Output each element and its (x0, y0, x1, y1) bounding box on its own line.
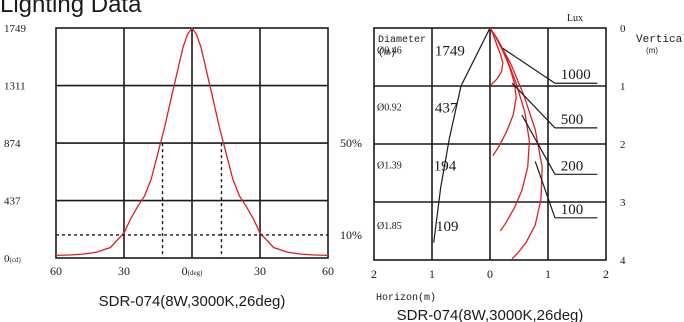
diameter-unit: (m) (378, 47, 396, 59)
left-x-tick-labels: 60 30 0(deg) 30 60 (50, 264, 334, 278)
right-x-tick-label: 1 (429, 267, 435, 281)
isolux-label: 1000 (561, 67, 591, 83)
left-chart-grid (55, 27, 329, 259)
diameter-value: Ø0.46 (377, 45, 402, 56)
diameter-value: Ø1.39 (377, 160, 402, 171)
isolux-label: 500 (561, 112, 584, 128)
diameter-value: Ø1.85 (377, 221, 402, 232)
left-x-tick-label: 30 (254, 264, 266, 278)
isolux-curve (489, 27, 504, 87)
horizon-axis-label: Horizon(m) (376, 292, 436, 304)
left-x-tick-label: 60 (50, 264, 62, 278)
right-x-tick-labels: 2 1 0 1 2 (371, 267, 609, 281)
left-x-tick-label: 30 (118, 264, 130, 278)
isolux-leader-line (534, 161, 556, 218)
isolux-leader-line (502, 47, 556, 84)
right-y-tick-label: 4 (620, 255, 626, 267)
isolux-label: 100 (561, 202, 584, 218)
lux-value: 109 (436, 219, 459, 235)
right-chart-grid (373, 27, 607, 261)
isolux-label: 200 (561, 158, 584, 174)
right-x-tick-label: 2 (371, 267, 377, 281)
left-chart-caption: SDR-074(8W,3000K,26deg) (99, 293, 286, 310)
left-x-tick-label: 60 (322, 264, 334, 278)
cd-unit: (cd) (10, 256, 22, 264)
left-y-tick-labels: 1749 1311 874 437 0(cd) (4, 23, 27, 265)
page-title: Lighting Data (0, 0, 142, 18)
left-y-tick-label: 1311 (4, 81, 26, 93)
right-x-tick-label: 0 (487, 267, 493, 281)
right-chart-caption: SDR-074(8W,3000K,26deg) (397, 307, 584, 322)
lux-value: 437 (435, 100, 458, 116)
lux-value: 1749 (435, 43, 465, 59)
isolux-curve (489, 27, 543, 260)
vertical-unit: (m) (646, 46, 658, 55)
isolux-leader-line (521, 114, 556, 175)
isolux-curve (489, 27, 517, 156)
right-y-tick-label: 2 (620, 139, 626, 151)
left-y-tick-label: 874 (4, 138, 21, 150)
beam-edge-line (433, 27, 491, 243)
left-chart-marks: 50% 10% (55, 26, 362, 258)
deg-unit: (deg) (188, 269, 203, 277)
lux-unit-label: Lux (567, 13, 583, 24)
ten-percent-label: 10% (340, 228, 362, 242)
right-x-tick-label: 1 (545, 267, 551, 281)
right-chart-marks: 1000 500 200 100 (433, 27, 598, 260)
right-x-tick-label: 2 (603, 267, 609, 281)
right-y-tick-labels: 0 1 2 3 4 (620, 23, 626, 267)
right-y-tick-label: 3 (620, 197, 626, 209)
left-y-tick-label: 437 (4, 196, 21, 208)
left-y-tick-label: 0(cd) (4, 253, 21, 265)
isolux-leader-line (511, 82, 556, 129)
diameter-header: Diameter (378, 34, 426, 46)
candela-distribution-chart: 1749 1311 874 437 0(cd) 60 30 0(deg) 30 60 50% 10… (4, 23, 362, 310)
left-x-tick-label: 0(deg) (182, 264, 203, 278)
lux-value: 194 (434, 158, 457, 174)
candela-curve (55, 26, 329, 257)
isolux-chart: Lux Diameter (m) Vertical (m) 0 1 2 3 4 2 1 0 1… (371, 13, 684, 322)
diameter-value: Ø0.92 (377, 102, 402, 113)
left-y-tick-label: 1749 (4, 23, 27, 35)
diameter-lux-rows: Ø0.46 1749 Ø0.92 437 Ø1.39 194 Ø1.85 109 (377, 43, 465, 235)
right-y-tick-label: 1 (620, 81, 626, 93)
right-y-tick-label: 0 (620, 23, 626, 35)
vertical-header: Vertical (636, 34, 684, 46)
fifty-percent-label: 50% (340, 136, 362, 150)
isolux-curve (489, 27, 531, 232)
